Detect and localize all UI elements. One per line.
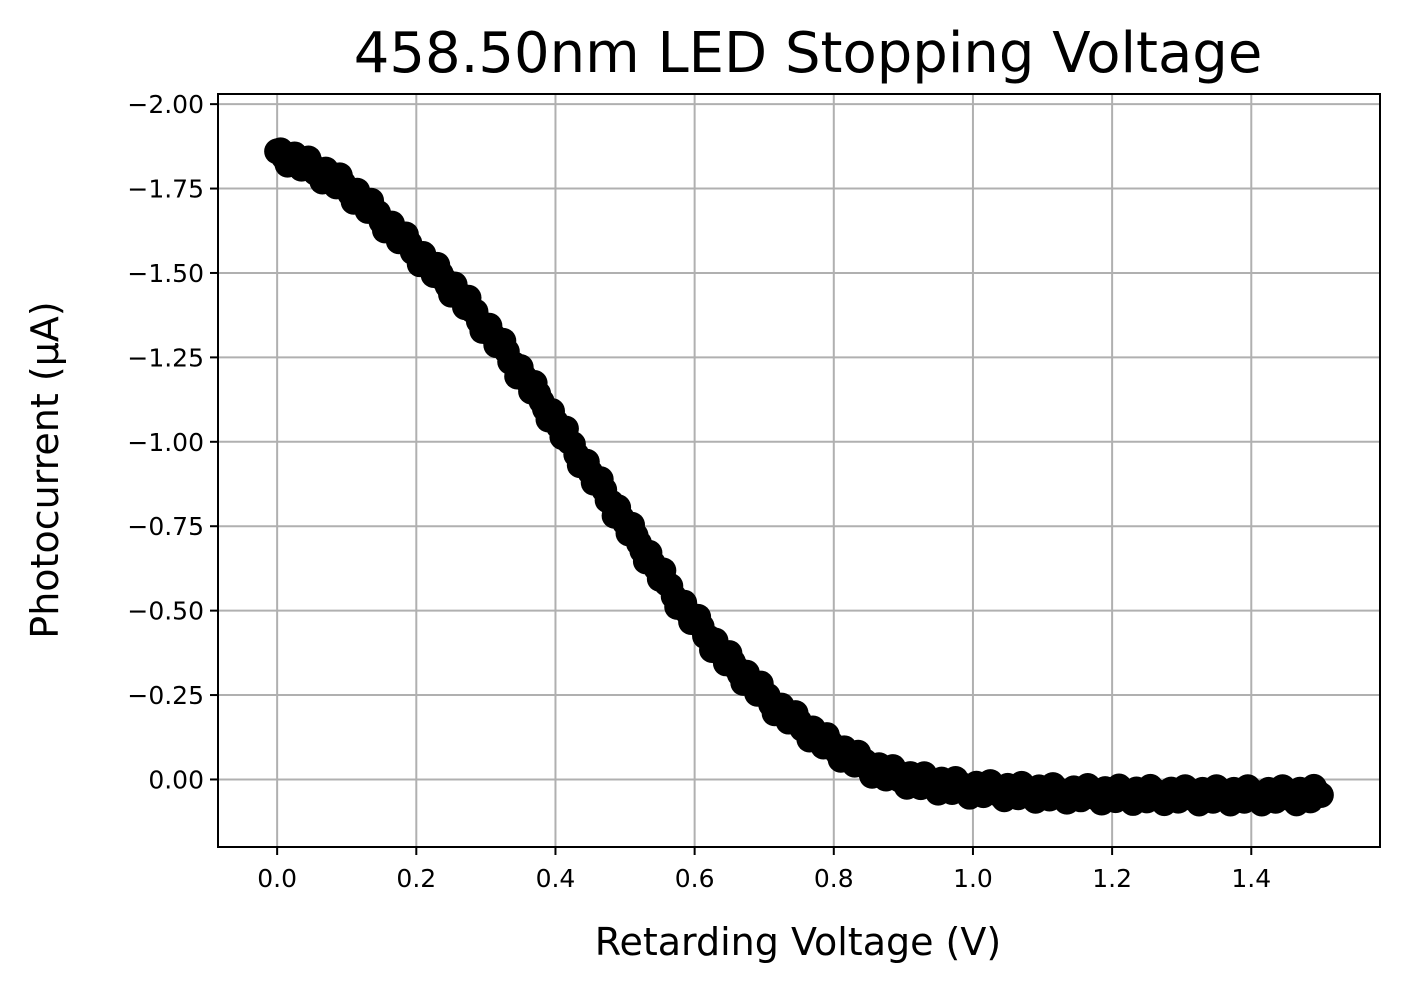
- y-tick-label: 0.00: [148, 765, 204, 794]
- y-tick-label: −1.50: [127, 259, 204, 288]
- y-tick-label: −1.00: [127, 428, 204, 457]
- x-tick-label: 1.2: [1092, 864, 1132, 893]
- y-tick-label: −2.00: [127, 90, 204, 119]
- x-axis-ticks: 0.0 0.2 0.4 0.6 0.8 1.0 1.2 1.4: [257, 847, 1271, 893]
- x-tick-label: 0.6: [675, 864, 715, 893]
- x-tick-label: 0.8: [814, 864, 854, 893]
- x-axis-label: Retarding Voltage (V): [595, 920, 1001, 964]
- data-points: [264, 137, 1334, 817]
- y-axis-label: Photocurrent (µA): [23, 301, 67, 638]
- y-axis-ticks: −2.00 −1.75 −1.50 −1.25 −1.00 −0.75 −0.50 −0.25…: [127, 90, 218, 794]
- plot-frame: [217, 93, 1381, 848]
- x-tick-label: 0.0: [257, 864, 297, 893]
- y-tick-label: −1.25: [127, 343, 204, 372]
- x-tick-label: 1.0: [953, 864, 993, 893]
- y-tick-label: −0.25: [127, 681, 204, 710]
- y-tick-label: −1.75: [127, 175, 204, 204]
- y-tick-label: −0.50: [127, 597, 204, 626]
- x-tick-label: 1.4: [1231, 864, 1271, 893]
- x-tick-label: 0.4: [536, 864, 576, 893]
- x-tick-label: 0.2: [396, 864, 436, 893]
- chart-title: 458.50nm LED Stopping Voltage: [354, 21, 1263, 86]
- data-point: [1307, 781, 1334, 808]
- y-tick-label: −0.75: [127, 512, 204, 541]
